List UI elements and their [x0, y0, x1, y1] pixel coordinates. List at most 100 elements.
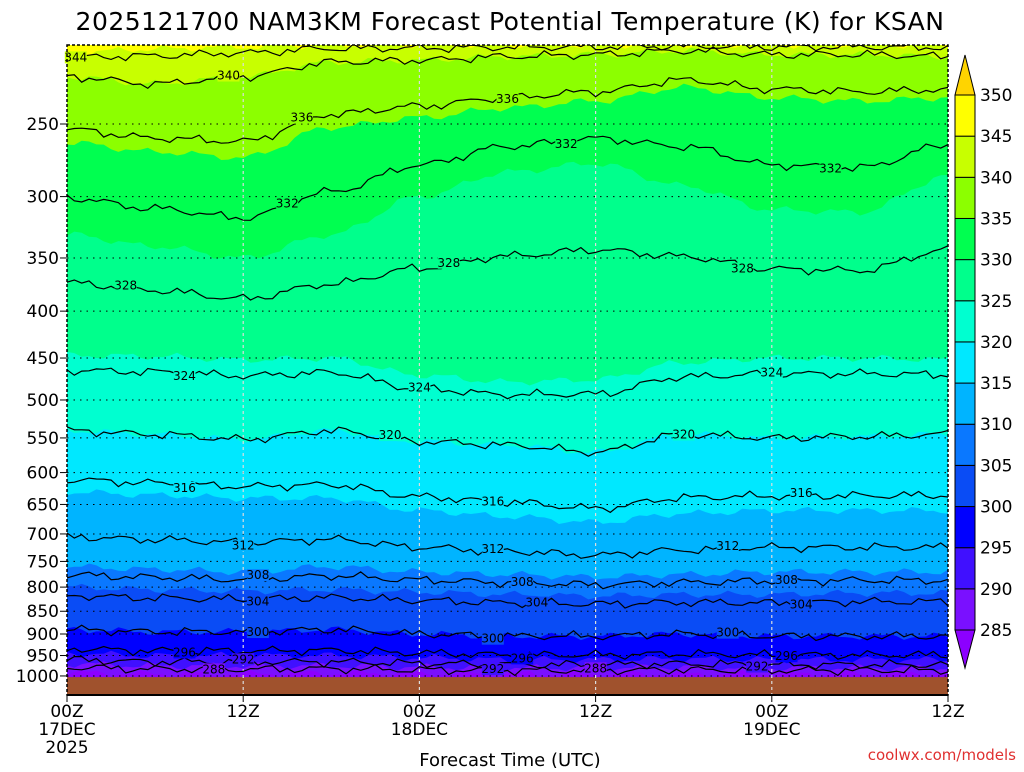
colorbar-swatch-295: [954, 506, 976, 549]
colorbar-label: 315: [980, 374, 1012, 394]
contour-label: 312: [232, 538, 255, 552]
ground: [67, 677, 948, 695]
contour-344: [67, 45, 948, 62]
contour-label: 288: [584, 661, 607, 675]
colorbar-swatch-315: [954, 341, 976, 384]
contour-label: 304: [246, 595, 269, 609]
colorbar-swatch-300: [954, 464, 976, 508]
colorbar-label: 285: [980, 621, 1012, 641]
contour-label-bg: [496, 92, 519, 105]
contour-label: 316: [790, 486, 813, 500]
contour-label-bg: [408, 381, 431, 394]
y-tick-label: 700: [27, 525, 59, 545]
contour-label-bg: [481, 632, 504, 645]
contour-label: 292: [746, 659, 769, 673]
contour-label-bg: [819, 162, 842, 175]
contour-label: 288: [202, 662, 225, 676]
contour-label-bg: [555, 137, 578, 150]
x-tick-label: 2025: [45, 738, 88, 758]
contour-label: 344: [64, 50, 87, 64]
x-tick-label: 00Z: [755, 702, 788, 722]
colorbar-label: 350: [980, 86, 1012, 106]
contour-label-bg: [64, 51, 87, 64]
contour-332: [67, 135, 948, 221]
contour-324: [67, 367, 948, 400]
contour-label-bg: [481, 663, 504, 676]
contour-label: 304: [790, 597, 813, 611]
contour-label: 300: [481, 632, 504, 646]
contour-label-bg: [246, 595, 269, 608]
y-tick-label: 600: [27, 464, 59, 484]
contour-label-bg: [481, 542, 504, 555]
contour-label-bg: [114, 279, 137, 292]
contour-label: 296: [775, 649, 798, 663]
contour-label-bg: [511, 652, 534, 665]
contour-296: [67, 645, 948, 660]
contour-label-bg: [173, 369, 196, 382]
y-tick-label: 800: [27, 578, 59, 598]
colorbar-label: 320: [980, 333, 1012, 353]
x-tick-label: 12Z: [579, 702, 612, 722]
contour-label: 320: [379, 428, 402, 442]
contour-label-bg: [379, 429, 402, 442]
contour-labels: 344 340 336 336 332 332 332 328 328 328 324 324 324 3…: [64, 50, 842, 676]
colorbar-swatch-330: [954, 217, 976, 261]
colorbar: 285 290 295 300 305 310 315 320 325 330 335 340 345 3…: [954, 54, 1012, 670]
contour-label: 320: [672, 428, 695, 442]
contour-label: 308: [511, 575, 534, 589]
contour-label-bg: [746, 660, 769, 673]
contour-label-bg: [217, 69, 240, 82]
x-tick-label: 17DEC: [38, 720, 95, 740]
contour-label: 336: [496, 92, 519, 106]
x-tick-label: 12Z: [227, 702, 260, 722]
colorbar-label: 330: [980, 251, 1012, 271]
contour-label-bg: [481, 495, 504, 508]
y-tick-label: 1000: [16, 667, 59, 687]
contour-label-bg: [511, 576, 534, 589]
contour-label: 296: [511, 651, 534, 665]
contour-312: [67, 532, 948, 559]
contour-label-bg: [290, 111, 313, 124]
colorbar-swatch-325: [954, 259, 976, 302]
contour-label-bg: [437, 256, 460, 269]
contour-label-bg: [173, 646, 196, 659]
credit-link[interactable]: coolwx.com/models: [868, 746, 1016, 764]
y-tick-label: 750: [27, 552, 59, 572]
y-tick-label: 250: [27, 115, 59, 135]
x-tick-label: 12Z: [931, 702, 964, 722]
x-axis-label: Forecast Time (UTC): [419, 750, 600, 768]
contour-308: [67, 571, 948, 590]
contour-label: 324: [760, 366, 783, 380]
contour-label: 316: [481, 495, 504, 509]
colorbar-swatch-340: [954, 135, 976, 178]
contour-label: 296: [173, 645, 196, 659]
contour-label-bg: [790, 598, 813, 611]
contour-label: 332: [819, 162, 842, 176]
contour-label: 332: [276, 196, 299, 210]
y-tick-label: 950: [27, 647, 59, 667]
contour-320: [67, 426, 948, 457]
contour-label: 300: [246, 625, 269, 639]
colorbar-swatch-305: [954, 423, 976, 466]
contour-label-bg: [790, 487, 813, 500]
y-tick-label: 350: [27, 249, 59, 269]
colorbar-label: 325: [980, 292, 1012, 312]
contour-label-bg: [246, 626, 269, 639]
filled-bands: [67, 45, 948, 695]
y-tick-label: 650: [27, 495, 59, 515]
colorbar-label: 300: [980, 498, 1012, 518]
contour-label: 328: [437, 256, 460, 270]
colorbar-label: 295: [980, 539, 1012, 559]
contour-label: 308: [246, 568, 269, 582]
contour-label: 312: [481, 542, 504, 556]
colorbar-label: 305: [980, 456, 1012, 476]
colorbar-label: 345: [980, 127, 1012, 147]
y-axis: 250 300 350 400 450 500 550 600 650 700 750 800 850 9…: [16, 115, 67, 687]
contour-label: 308: [775, 573, 798, 587]
contour-label-bg: [232, 539, 255, 552]
contour-label: 328: [731, 261, 754, 275]
contour-label: 292: [481, 662, 504, 676]
contour-label-bg: [202, 663, 225, 676]
contour-label: 336: [290, 111, 313, 125]
